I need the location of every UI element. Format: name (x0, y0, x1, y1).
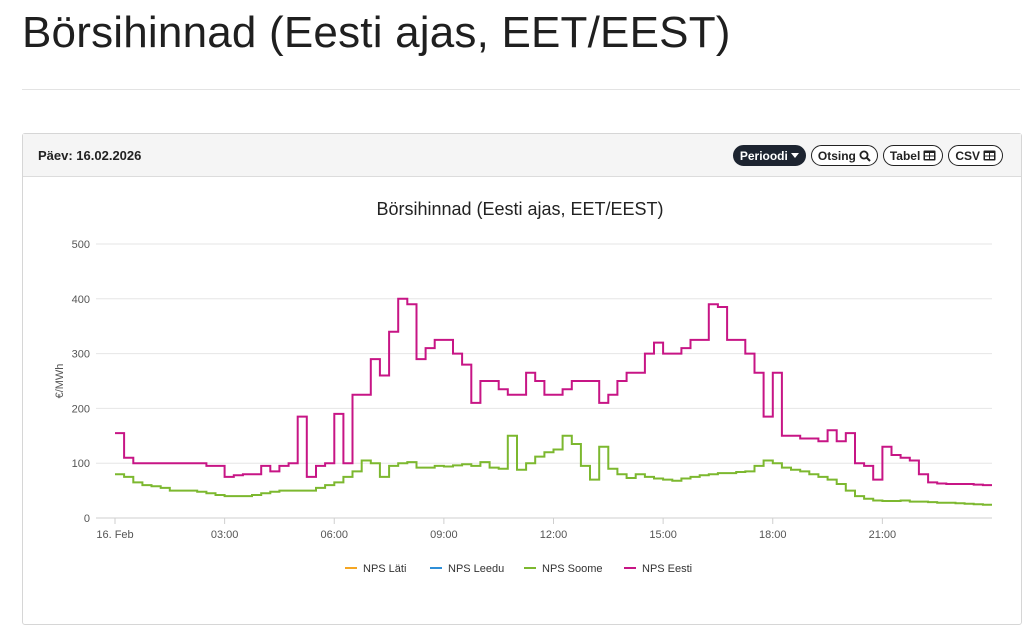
series-line-nps-soome[interactable] (115, 434, 992, 506)
x-tick-label: 16. Feb (96, 529, 133, 541)
legend-item[interactable]: NPS Eesti (624, 563, 692, 575)
search-button[interactable]: Otsing (810, 145, 878, 166)
x-tick-label: 12:00 (540, 529, 568, 541)
panel-header: Päev: 16.02.2026 Perioodi Otsing Tabel (23, 134, 1021, 177)
x-tick-label: 03:00 (211, 529, 239, 541)
x-tick-label: 09:00 (430, 529, 458, 541)
legend-label: NPS Eesti (642, 563, 692, 575)
csv-button-label: CSV (955, 148, 980, 163)
table-icon (983, 150, 996, 161)
y-axis-label: €/MWh (54, 364, 66, 399)
y-tick-label: 100 (72, 458, 90, 470)
y-tick-label: 400 (72, 294, 90, 306)
legend-item[interactable]: NPS Läti (345, 563, 406, 575)
x-tick-label: 15:00 (649, 529, 677, 541)
toolbar: Perioodi Otsing Tabel CSV (732, 145, 1003, 166)
series-line-nps-eesti[interactable] (115, 297, 992, 487)
csv-button[interactable]: CSV (948, 145, 1003, 166)
table-icon (923, 150, 936, 161)
legend-label: NPS Soome (542, 563, 603, 575)
y-tick-label: 0 (84, 513, 90, 525)
y-tick-label: 300 (72, 349, 90, 361)
page-title: Börsihinnad (Eesti ajas, EET/EEST) (22, 8, 731, 57)
period-button[interactable]: Perioodi (732, 145, 806, 166)
legend-label: NPS Läti (363, 563, 406, 575)
price-chart: Börsihinnad (Eesti ajas, EET/EEST) €/MWh… (54, 199, 992, 575)
x-tick-label: 18:00 (759, 529, 787, 541)
divider (22, 89, 1020, 90)
date-label: Päev: 16.02.2026 (38, 148, 142, 163)
caret-down-icon (790, 152, 799, 159)
chart-title: Börsihinnad (Eesti ajas, EET/EEST) (376, 199, 663, 219)
grid: 0 100 200 300 400 500 16. Feb 03:00 06:00 09:00 12… (72, 239, 992, 541)
y-tick-label: 500 (72, 239, 90, 251)
x-tick-label: 21:00 (869, 529, 897, 541)
legend-item[interactable]: NPS Soome (524, 563, 603, 575)
period-button-label: Perioodi (739, 148, 788, 163)
y-tick-label: 200 (72, 403, 90, 415)
chart-panel: Päev: 16.02.2026 Perioodi Otsing Tabel (22, 133, 1022, 625)
search-icon (859, 150, 871, 162)
x-tick-label: 06:00 (320, 529, 348, 541)
legend: NPS Läti NPS Leedu NPS Soome NPS Eesti (345, 563, 692, 575)
legend-label: NPS Leedu (448, 563, 504, 575)
table-button[interactable]: Tabel (882, 145, 944, 166)
series-layer (115, 297, 992, 506)
legend-item[interactable]: NPS Leedu (430, 563, 504, 575)
search-button-label: Otsing (817, 148, 856, 163)
table-button-label: Tabel (889, 148, 921, 163)
